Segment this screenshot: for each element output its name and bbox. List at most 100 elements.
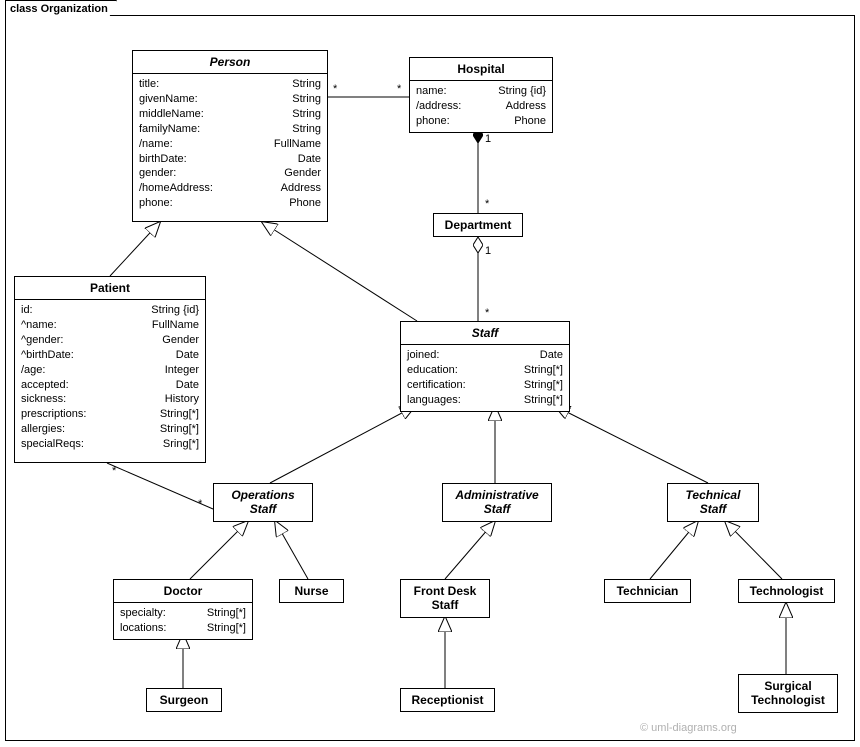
attr-type: Date <box>176 378 199 393</box>
attr-name: ^birthDate: <box>21 348 86 363</box>
class-title: Surgeon <box>147 689 221 711</box>
class-title: Staff <box>401 322 569 345</box>
attr-name: education: <box>407 363 470 378</box>
attr-row: allergies:String[*] <box>21 422 199 437</box>
attr-name: givenName: <box>139 92 210 107</box>
attr-type: String[*] <box>207 606 246 621</box>
multiplicity-label: * <box>485 198 489 210</box>
class-hospital: Hospital name: String {id}/address:Address… <box>409 57 553 133</box>
attr-name: ^name: <box>21 318 69 333</box>
multiplicity-label: * <box>397 83 401 95</box>
attr-type: String[*] <box>524 363 563 378</box>
attr-name: specialReqs: <box>21 437 96 452</box>
class-person: Persontitle:StringgivenName:Stringmiddle… <box>132 50 328 222</box>
attr-name: prescriptions: <box>21 407 98 422</box>
attr-row: title:String <box>139 77 321 92</box>
attr-type: Address <box>506 99 546 114</box>
attr-row: birthDate:Date <box>139 152 321 167</box>
attr-name: middleName: <box>139 107 216 122</box>
attr-name: /name: <box>139 137 185 152</box>
attr-name: ^gender: <box>21 333 75 348</box>
attr-type: Gender <box>284 166 321 181</box>
attr-row: /age: Integer <box>21 363 199 378</box>
class-technologist: Technologist <box>738 579 835 603</box>
multiplicity-label: * <box>485 307 489 319</box>
attr-type: String[*] <box>207 621 246 636</box>
attr-name: title: <box>139 77 171 92</box>
class-title: TechnicalStaff <box>668 484 758 521</box>
class-patient: Patientid:String {id}^name:FullName^gend… <box>14 276 206 463</box>
attr-row: phone:Phone <box>416 114 546 129</box>
attr-name: sickness: <box>21 392 78 407</box>
attr-name: gender: <box>139 166 188 181</box>
attr-type: String {id} <box>151 303 199 318</box>
class-attrs: title:StringgivenName:StringmiddleName:S… <box>133 74 327 214</box>
attr-row: certification: String[*] <box>407 378 563 393</box>
attr-row: sickness: History <box>21 392 199 407</box>
attr-type: String <box>292 92 321 107</box>
class-frontDesk: Front DeskStaff <box>400 579 490 618</box>
attr-row: name: String {id} <box>416 84 546 99</box>
attr-name: languages: <box>407 393 473 408</box>
attr-type: String[*] <box>524 378 563 393</box>
class-title: Hospital <box>410 58 552 81</box>
watermark: © uml-diagrams.org <box>640 722 737 734</box>
attr-row: languages:String[*] <box>407 393 563 408</box>
attr-row: /homeAddress: Address <box>139 181 321 196</box>
attr-row: specialReqs: Sring[*] <box>21 437 199 452</box>
attr-name: phone: <box>139 196 185 211</box>
class-title: Department <box>434 214 522 236</box>
attr-type: Address <box>281 181 321 196</box>
attr-name: accepted: <box>21 378 81 393</box>
class-techStaff: TechnicalStaff <box>667 483 759 522</box>
attr-name: /age: <box>21 363 57 378</box>
attr-type: String[*] <box>160 422 199 437</box>
class-staff: Staffjoined:Dateeducation:String[*]certi… <box>400 321 570 412</box>
attr-row: gender: Gender <box>139 166 321 181</box>
attr-type: Phone <box>514 114 546 129</box>
class-opsStaff: OperationsStaff <box>213 483 313 522</box>
attr-name: id: <box>21 303 45 318</box>
attr-type: String[*] <box>160 407 199 422</box>
class-title: Receptionist <box>401 689 494 711</box>
attr-type: Date <box>540 348 563 363</box>
class-technician: Technician <box>604 579 691 603</box>
class-department: Department <box>433 213 523 237</box>
attr-row: accepted: Date <box>21 378 199 393</box>
attr-type: String {id} <box>498 84 546 99</box>
class-title: Front DeskStaff <box>401 580 489 617</box>
attr-row: locations:String[*] <box>120 621 246 636</box>
attr-row: ^gender:Gender <box>21 333 199 348</box>
class-title: Technician <box>605 580 690 602</box>
attr-type: Date <box>176 348 199 363</box>
attr-row: /address:Address <box>416 99 546 114</box>
class-title: AdministrativeStaff <box>443 484 551 521</box>
attr-type: String <box>292 122 321 137</box>
attr-name: name: <box>416 84 459 99</box>
attr-row: ^name:FullName <box>21 318 199 333</box>
class-attrs: joined:Dateeducation:String[*]certificat… <box>401 345 569 410</box>
class-doctor: Doctorspecialty:String[*]locations:Strin… <box>113 579 253 640</box>
attr-name: birthDate: <box>139 152 199 167</box>
attr-row: prescriptions: String[*] <box>21 407 199 422</box>
class-attrs: specialty:String[*]locations:String[*] <box>114 603 252 639</box>
multiplicity-label: 1 <box>485 245 491 257</box>
attr-row: ^birthDate: Date <box>21 348 199 363</box>
attr-row: givenName: String <box>139 92 321 107</box>
class-nurse: Nurse <box>279 579 344 603</box>
attr-row: middleName:String <box>139 107 321 122</box>
class-title: Technologist <box>739 580 834 602</box>
attr-name: certification: <box>407 378 478 393</box>
attr-row: /name:FullName <box>139 137 321 152</box>
class-title: Person <box>133 51 327 74</box>
class-title: Doctor <box>114 580 252 603</box>
attr-name: joined: <box>407 348 451 363</box>
package-tab: class Organization <box>5 0 117 18</box>
multiplicity-label: * <box>333 83 337 95</box>
class-surgTech: SurgicalTechnologist <box>738 674 838 713</box>
attr-name: /homeAddress: <box>139 181 225 196</box>
attr-type: Integer <box>165 363 199 378</box>
attr-type: History <box>165 392 199 407</box>
attr-type: Sring[*] <box>163 437 199 452</box>
class-title: OperationsStaff <box>214 484 312 521</box>
